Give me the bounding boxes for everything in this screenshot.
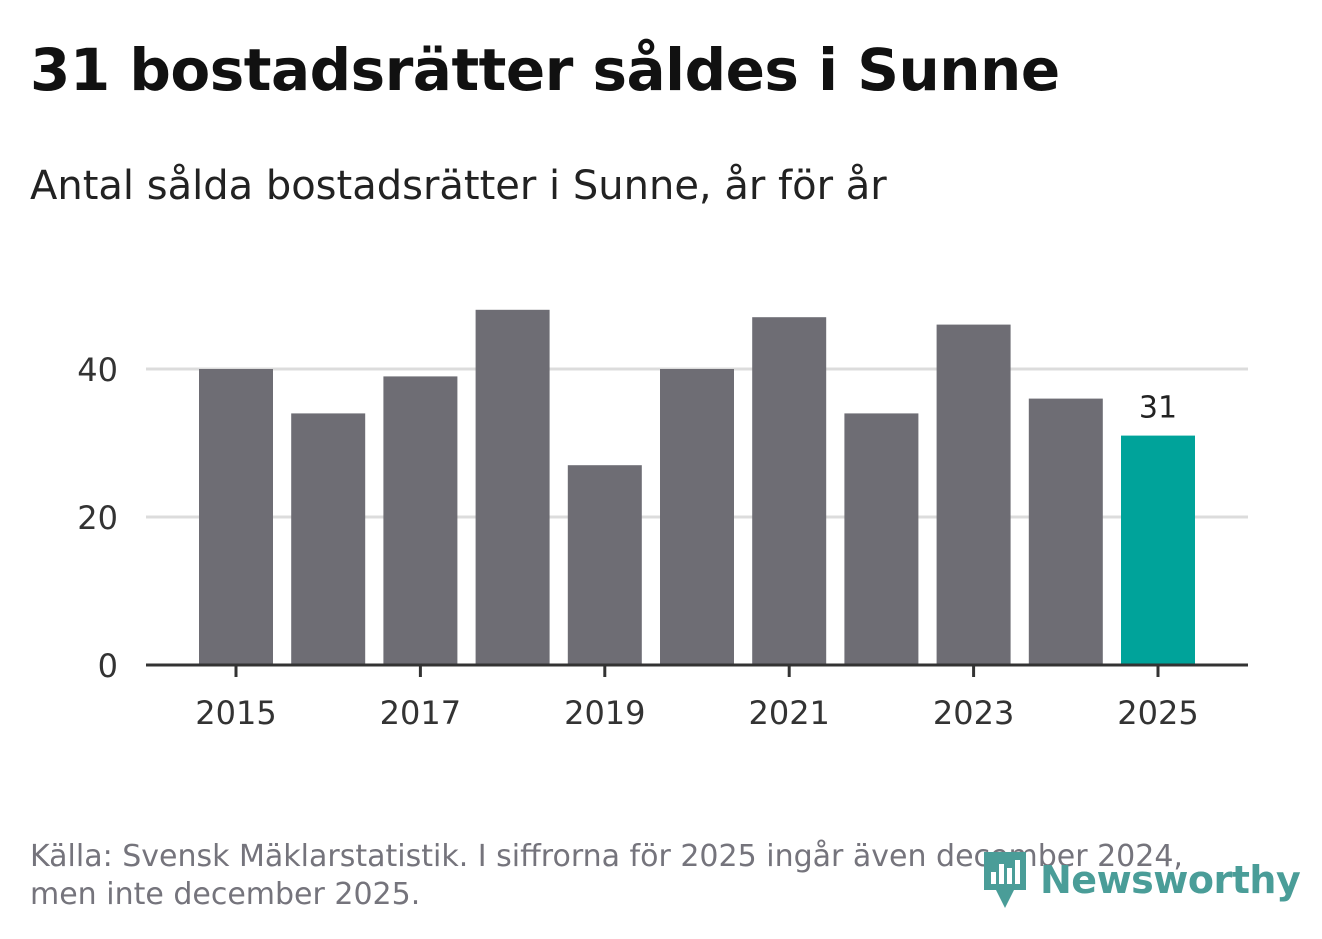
bar-chart-icon xyxy=(984,852,1026,908)
bars xyxy=(199,309,1195,665)
labels: 0 20 40 2015 2017 2019 2021 2023 2025 31 xyxy=(77,351,1198,732)
bar-2022 xyxy=(844,413,919,665)
data-label-2025: 31 xyxy=(1139,391,1177,426)
x-tick-label: 2019 xyxy=(564,694,645,732)
bar-2025 xyxy=(1121,435,1195,665)
axes xyxy=(146,663,1248,677)
bar-2019 xyxy=(567,465,642,665)
bar-2020 xyxy=(660,369,734,665)
y-tick-label: 40 xyxy=(77,351,118,389)
chart-subtitle: Antal sålda bostadsrätter i Sunne, år fö… xyxy=(30,163,887,209)
bar-2015 xyxy=(199,369,273,665)
bar-2023 xyxy=(936,324,1011,665)
source-line-2: men inte december 2025. xyxy=(30,877,421,912)
y-tick-label: 20 xyxy=(77,499,118,537)
bar-2024 xyxy=(1028,398,1103,665)
chart-title: 31 bostadsrätter såldes i Sunne xyxy=(30,36,1060,104)
x-tick-label: 2021 xyxy=(748,694,829,732)
bar-2017 xyxy=(383,376,458,665)
logo-text: Newsworthy xyxy=(1040,858,1301,902)
bar-2016 xyxy=(291,413,366,665)
newsworthy-logo: Newsworthy xyxy=(980,848,1301,912)
bar-2021 xyxy=(752,317,827,665)
x-tick-label: 2023 xyxy=(933,694,1014,732)
x-tick-label: 2015 xyxy=(195,694,276,732)
x-tick-label: 2025 xyxy=(1117,694,1198,732)
bar-2018 xyxy=(475,309,550,665)
y-tick-label: 0 xyxy=(98,647,118,685)
x-tick-label: 2017 xyxy=(380,694,461,732)
